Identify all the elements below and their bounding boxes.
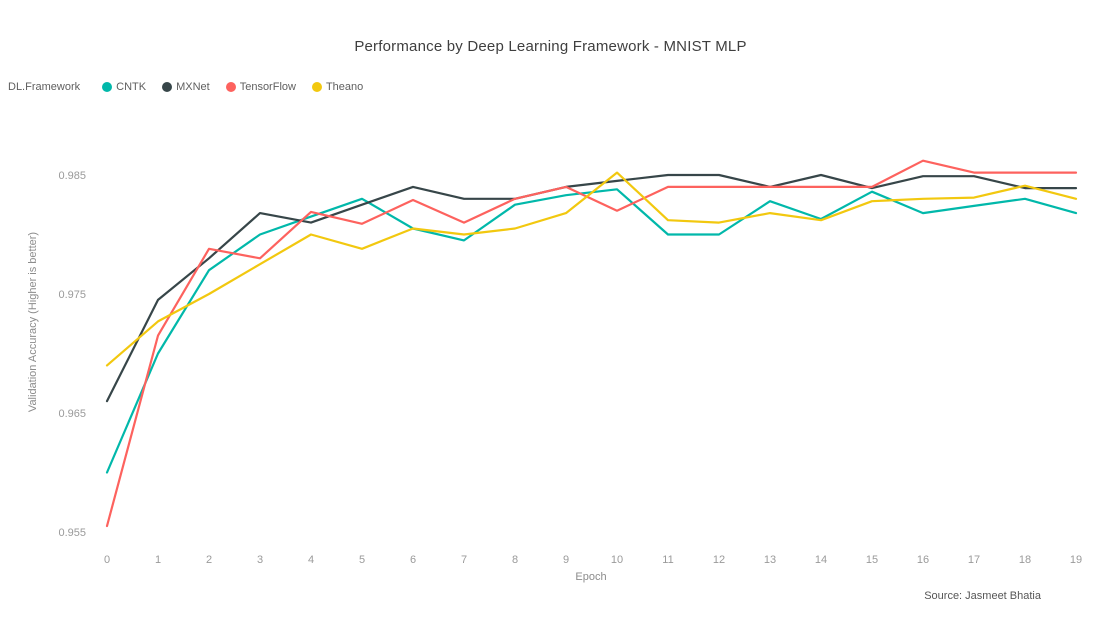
x-tick-label: 13	[764, 554, 776, 566]
x-tick-label: 16	[917, 554, 929, 566]
series-line-mxnet[interactable]	[105, 173, 1078, 403]
x-tick-label: 7	[461, 554, 467, 566]
legend-label-tensorflow: TensorFlow	[239, 81, 296, 93]
legend-label-mxnet: MXNet	[176, 81, 210, 93]
legend-swatch-tensorflow	[225, 82, 236, 92]
legend-item-theano[interactable]: Theano	[311, 81, 364, 93]
legend-label-theano: Theano	[325, 81, 364, 93]
x-tick-label: 11	[662, 554, 673, 566]
series-line-tensorflow[interactable]	[105, 159, 1078, 528]
x-tick-label: 10	[611, 554, 623, 566]
x-tick-label: 1	[155, 554, 161, 566]
legend-title: DL.Framework	[8, 81, 81, 93]
series-line-theano[interactable]	[105, 171, 1078, 367]
x-tick-label: 5	[359, 554, 365, 566]
y-tick-label: 0.965	[58, 408, 86, 420]
x-tick-label: 0	[104, 554, 110, 566]
source-note: Source: Jasmeet Bhatia	[924, 590, 1041, 602]
legend-label-cntk: CNTK	[116, 81, 147, 93]
x-tick-label: 6	[410, 554, 416, 566]
legend-swatch-theano	[311, 82, 322, 92]
legend: DL.Framework CNTK MXNet TensorFlow Thean…	[8, 81, 379, 93]
y-tick-label: 0.955	[58, 527, 86, 539]
series-line-cntk[interactable]	[105, 188, 1078, 474]
x-tick-label: 9	[563, 554, 569, 566]
x-tick-label: 17	[968, 554, 980, 566]
y-tick-label: 0.975	[58, 289, 86, 301]
legend-item-tensorflow[interactable]: TensorFlow	[225, 81, 296, 93]
x-tick-label: 14	[815, 554, 827, 566]
x-tick-label: 8	[512, 554, 518, 566]
legend-swatch-cntk	[102, 82, 113, 92]
x-tick-label: 18	[1019, 554, 1031, 566]
x-tick-label: 15	[866, 554, 878, 566]
legend-item-cntk[interactable]: CNTK	[102, 81, 146, 93]
legend-item-mxnet[interactable]: MXNet	[162, 81, 210, 93]
x-tick-label: 2	[206, 554, 212, 566]
x-tick-label: 4	[308, 554, 314, 566]
x-tick-label: 19	[1070, 554, 1082, 566]
y-axis-title: Validation Accuracy (Higher is better)	[27, 231, 39, 413]
x-tick-label: 12	[713, 554, 725, 566]
y-tick-label: 0.985	[58, 170, 86, 182]
x-axis-title: Epoch	[575, 571, 607, 583]
chart-title: Performance by Deep Learning Framework -…	[354, 38, 747, 55]
x-tick-label: 3	[257, 554, 263, 566]
legend-swatch-mxnet	[162, 82, 173, 92]
